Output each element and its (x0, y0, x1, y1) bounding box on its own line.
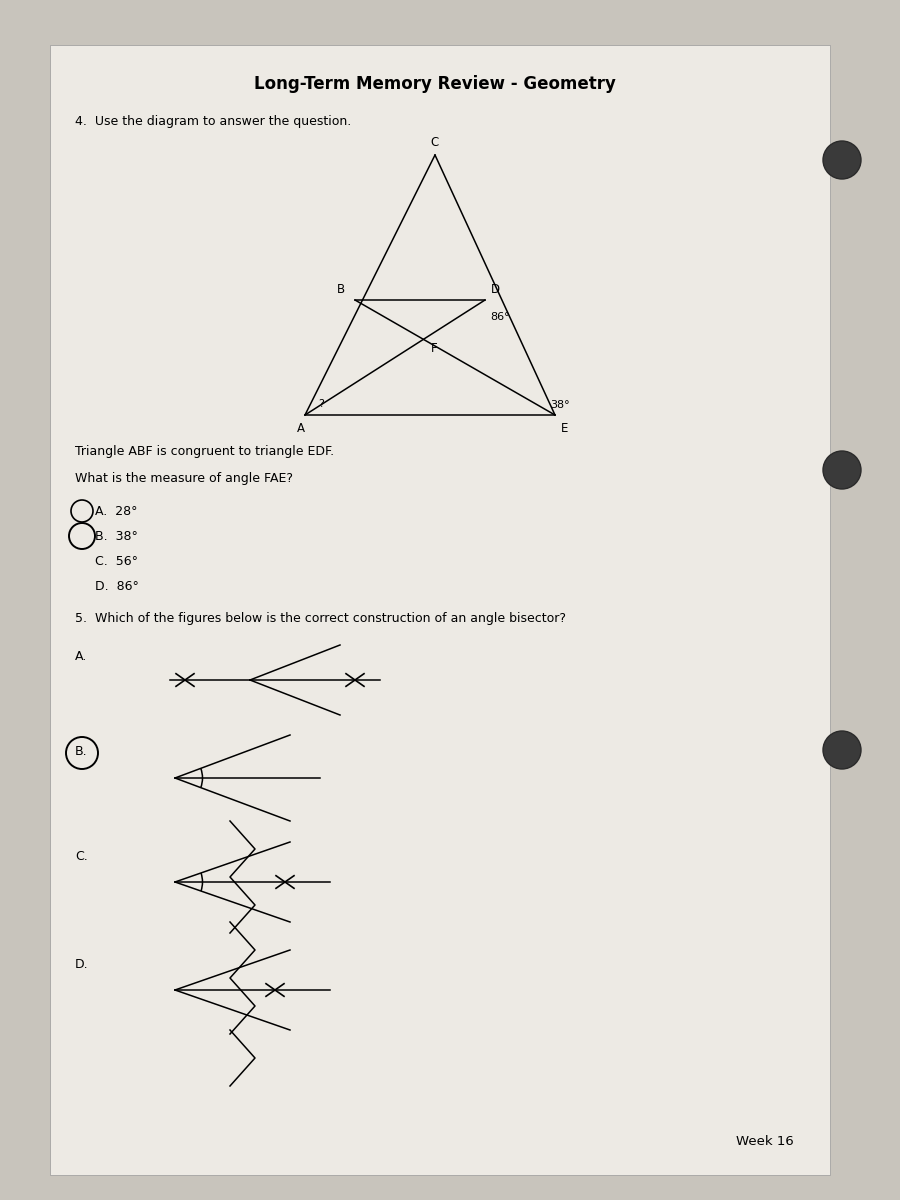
Text: A.  28°: A. 28° (95, 505, 138, 518)
Text: D: D (491, 283, 500, 296)
Text: 86°: 86° (490, 312, 509, 322)
Text: 5.  Which of the figures below is the correct construction of an angle bisector?: 5. Which of the figures below is the cor… (75, 612, 566, 625)
Text: What is the measure of angle FAE?: What is the measure of angle FAE? (75, 472, 293, 485)
Text: Week 16: Week 16 (736, 1135, 794, 1148)
FancyBboxPatch shape (50, 44, 830, 1175)
Text: B.: B. (75, 745, 87, 758)
Text: C.: C. (75, 850, 88, 863)
Circle shape (823, 731, 861, 769)
Text: F: F (430, 342, 437, 355)
Text: B.  38°: B. 38° (95, 530, 138, 542)
Text: A.: A. (75, 650, 87, 662)
Text: A: A (297, 422, 305, 436)
Text: D.  86°: D. 86° (95, 580, 139, 593)
Circle shape (823, 140, 861, 179)
Text: B: B (337, 283, 345, 296)
Text: Long-Term Memory Review - Geometry: Long-Term Memory Review - Geometry (254, 74, 616, 92)
Text: 4.  Use the diagram to answer the question.: 4. Use the diagram to answer the questio… (75, 115, 351, 128)
Text: D.: D. (75, 958, 88, 971)
Text: ?: ? (318, 398, 324, 409)
Text: Triangle ABF is congruent to triangle EDF.: Triangle ABF is congruent to triangle ED… (75, 445, 334, 458)
Circle shape (823, 451, 861, 490)
Text: C: C (431, 136, 439, 149)
Text: E: E (561, 422, 569, 436)
Text: 38°: 38° (550, 400, 570, 410)
Text: C.  56°: C. 56° (95, 554, 138, 568)
